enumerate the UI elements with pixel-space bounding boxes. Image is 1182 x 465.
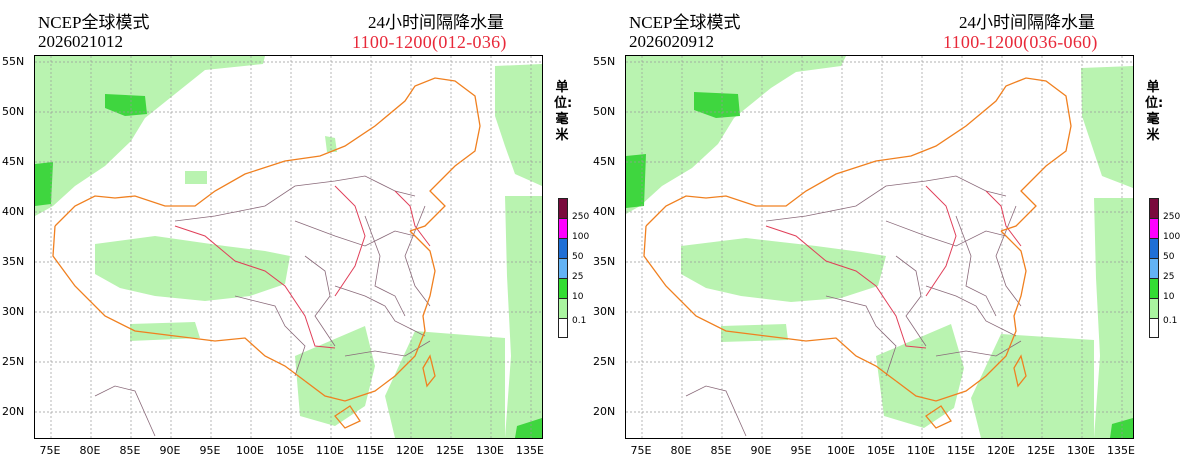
- legend-swatch: [558, 318, 568, 338]
- lon-label: 105E: [276, 444, 304, 457]
- lon-label: 130E: [476, 444, 504, 457]
- lon-label: 100E: [827, 444, 855, 457]
- lon-label: 115E: [947, 444, 975, 457]
- lat-label: 30N: [2, 305, 25, 318]
- legend-swatch: [1149, 318, 1159, 338]
- lat-lon-grid: [35, 56, 542, 438]
- precipitation-map: [625, 55, 1134, 439]
- lon-label: 110E: [316, 444, 344, 457]
- legend-swatch: [1149, 298, 1159, 318]
- lat-label: 35N: [593, 255, 616, 268]
- lat-label: 20N: [2, 405, 25, 418]
- legend-level: 50: [1163, 252, 1175, 262]
- legend-swatch: [1149, 258, 1159, 278]
- lon-label: 125E: [436, 444, 464, 457]
- model-name: NCEP全球模式: [629, 13, 741, 32]
- lat-label: 55N: [2, 55, 25, 68]
- lat-label: 50N: [2, 105, 25, 118]
- lat-lon-grid: [626, 56, 1133, 438]
- legend-swatch: [558, 278, 568, 298]
- legend-level: 25: [572, 272, 584, 282]
- product-title: 24小时间隔降水量: [959, 13, 1095, 32]
- legend-swatch: [1149, 278, 1159, 298]
- model-name: NCEP全球模式: [38, 13, 150, 32]
- lon-label: 125E: [1027, 444, 1055, 457]
- precipitation-map: [34, 55, 543, 439]
- lon-label: 135E: [1107, 444, 1135, 457]
- lon-label: 135E: [516, 444, 544, 457]
- lat-label: 55N: [593, 55, 616, 68]
- lon-label: 130E: [1067, 444, 1095, 457]
- legend-level: 50: [572, 252, 584, 262]
- lon-label: 80E: [670, 444, 692, 457]
- legend-swatch: [1149, 218, 1159, 238]
- legend-level: 250: [1163, 212, 1181, 222]
- lon-label: 75E: [630, 444, 652, 457]
- lon-label: 75E: [39, 444, 61, 457]
- lat-label: 40N: [2, 205, 25, 218]
- colorbar-legend: 250 100 50 25 10 0.1: [558, 198, 589, 338]
- lat-label: 40N: [593, 205, 616, 218]
- legend-level: 10: [1163, 292, 1175, 302]
- lon-label: 90E: [159, 444, 181, 457]
- colorbar-legend: 250 100 50 25 10 0.1: [1149, 198, 1180, 338]
- rain-areas: [626, 56, 1133, 438]
- legend-level: 10: [572, 292, 584, 302]
- legend-level: 0.1: [1163, 316, 1178, 326]
- lon-label: 120E: [987, 444, 1015, 457]
- lat-label: 50N: [593, 105, 616, 118]
- lat-label: 25N: [2, 355, 25, 368]
- legend-swatch: [558, 218, 568, 238]
- heavy-rain-areas: [626, 92, 1133, 438]
- lat-label: 45N: [593, 155, 616, 168]
- legend-level: 100: [572, 232, 590, 242]
- lat-label: 35N: [2, 255, 25, 268]
- major-borders: [174, 185, 431, 349]
- legend-level: 0.1: [572, 316, 587, 326]
- lon-label: 110E: [907, 444, 935, 457]
- legend-swatch: [1149, 238, 1159, 258]
- lon-label: 100E: [236, 444, 264, 457]
- legend-swatch: [558, 238, 568, 258]
- major-borders: [765, 185, 1022, 349]
- lon-label: 115E: [356, 444, 384, 457]
- lon-label: 105E: [867, 444, 895, 457]
- lon-label: 120E: [396, 444, 424, 457]
- forecast-panel-left: NCEP全球模式 2026021012 24小时间隔降水量 1100-1200(…: [2, 13, 589, 457]
- lat-label: 30N: [593, 305, 616, 318]
- lat-label: 20N: [593, 405, 616, 418]
- legend-swatch: [558, 258, 568, 278]
- unit-label: 单位: 毫米: [1145, 80, 1164, 143]
- lon-label: 95E: [199, 444, 221, 457]
- forecast-panel-right: NCEP全球模式 2026020912 24小时间隔降水量 1100-1200(…: [591, 0, 1182, 465]
- legend-swatch: [558, 198, 568, 218]
- init-time: 2026020912: [629, 32, 714, 51]
- rain-areas: [35, 56, 542, 438]
- valid-period: 1100-1200(012-036): [352, 32, 507, 52]
- legend-swatch: [1149, 198, 1159, 218]
- province-borders: [94, 175, 431, 437]
- legend-level: 250: [572, 212, 590, 222]
- country-coastline: [52, 77, 481, 429]
- lon-label: 85E: [710, 444, 732, 457]
- lat-label: 25N: [593, 355, 616, 368]
- init-time: 2026021012: [38, 32, 123, 51]
- lat-label: 45N: [2, 155, 25, 168]
- province-borders: [685, 175, 1022, 437]
- lon-label: 90E: [750, 444, 772, 457]
- country-coastline: [643, 77, 1072, 429]
- lon-label: 85E: [119, 444, 141, 457]
- unit-label: 单位: 毫米: [554, 80, 573, 143]
- lon-label: 80E: [79, 444, 101, 457]
- valid-period: 1100-1200(036-060): [943, 32, 1098, 52]
- heavy-rain-areas: [35, 94, 542, 438]
- legend-level: 25: [1163, 272, 1175, 282]
- lon-label: 95E: [790, 444, 812, 457]
- product-title: 24小时间隔降水量: [368, 13, 504, 32]
- legend-level: 100: [1163, 232, 1181, 242]
- legend-swatch: [558, 298, 568, 318]
